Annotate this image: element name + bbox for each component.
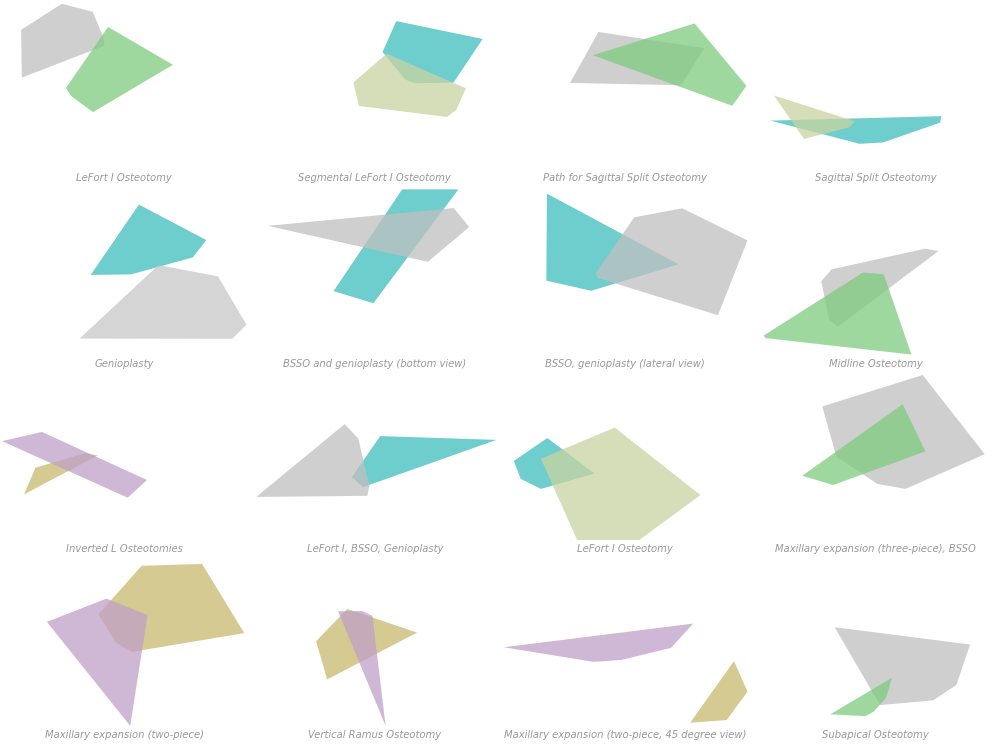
Text: Maxillary expansion (two-piece): Maxillary expansion (two-piece) [45, 730, 204, 740]
Polygon shape [802, 404, 925, 485]
Text: Maxillary expansion (two-piece, 45 degree view): Maxillary expansion (two-piece, 45 degre… [504, 730, 746, 740]
Polygon shape [770, 116, 941, 144]
Text: Vertical Ramus Osteotomy: Vertical Ramus Osteotomy [308, 730, 441, 740]
Polygon shape [383, 21, 483, 83]
Text: Sagittal Split Osteotomy: Sagittal Split Osteotomy [815, 173, 936, 183]
Polygon shape [334, 190, 458, 303]
Text: Inverted L Osteotomies: Inverted L Osteotomies [66, 544, 183, 554]
Text: Maxillary expansion (three-piece), BSSO: Maxillary expansion (three-piece), BSSO [775, 544, 976, 554]
Polygon shape [690, 661, 748, 723]
Text: Subapical Osteotomy: Subapical Osteotomy [822, 730, 929, 740]
Polygon shape [822, 375, 985, 489]
Polygon shape [2, 432, 147, 498]
Polygon shape [353, 54, 466, 117]
Polygon shape [316, 609, 417, 680]
Polygon shape [514, 438, 595, 489]
Polygon shape [593, 23, 746, 106]
Polygon shape [98, 564, 244, 652]
Polygon shape [541, 427, 700, 540]
Polygon shape [830, 678, 892, 716]
Polygon shape [268, 208, 469, 262]
Text: LeFort I, BSSO, Genioplasty: LeFort I, BSSO, Genioplasty [307, 544, 443, 554]
Polygon shape [66, 27, 173, 112]
Polygon shape [835, 627, 970, 705]
Text: LeFort I Osteotomy: LeFort I Osteotomy [76, 173, 172, 183]
Text: Segmental LeFort I Osteotomy: Segmental LeFort I Osteotomy [298, 173, 451, 183]
Text: Path for Sagittal Split Osteotomy: Path for Sagittal Split Osteotomy [543, 173, 707, 183]
Polygon shape [352, 436, 496, 487]
Polygon shape [256, 424, 369, 497]
Polygon shape [91, 205, 206, 275]
Polygon shape [774, 95, 855, 139]
Polygon shape [24, 453, 98, 494]
Polygon shape [21, 4, 105, 78]
Polygon shape [596, 209, 748, 315]
Polygon shape [546, 194, 679, 291]
Polygon shape [80, 265, 246, 339]
Text: LeFort I Osteotomy: LeFort I Osteotomy [577, 544, 673, 554]
Polygon shape [338, 611, 386, 726]
Polygon shape [821, 249, 939, 327]
Text: BSSO, genioplasty (lateral view): BSSO, genioplasty (lateral view) [545, 358, 705, 369]
Text: Genioplasty: Genioplasty [95, 358, 154, 369]
Polygon shape [764, 272, 911, 355]
Text: Midline Osteotomy: Midline Osteotomy [829, 358, 923, 369]
Text: BSSO and genioplasty (bottom view): BSSO and genioplasty (bottom view) [283, 358, 466, 369]
Polygon shape [504, 623, 693, 662]
Polygon shape [47, 598, 148, 726]
Polygon shape [570, 32, 704, 86]
